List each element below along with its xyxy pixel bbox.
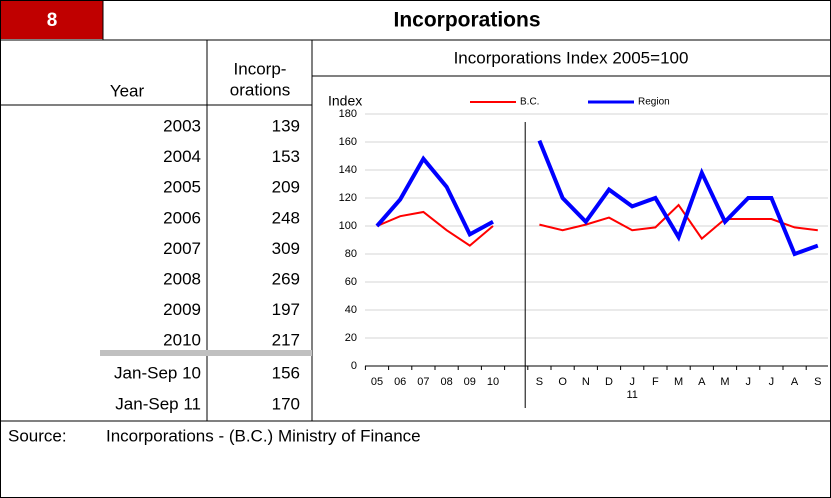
x-tick-label: 07: [417, 376, 429, 388]
number: 8: [47, 10, 58, 31]
separator: [100, 350, 312, 356]
year-cell: 2006: [163, 208, 201, 227]
value-cell: 269: [272, 269, 300, 288]
legend-label: B.C.: [520, 97, 539, 108]
y-axis-label: Index: [328, 93, 362, 109]
title: Incorporations: [393, 9, 540, 32]
y-tick-label: 160: [339, 136, 357, 148]
value-cell: 217: [272, 331, 300, 350]
y-tick-label: 180: [339, 108, 357, 120]
source-text: Incorporations - (B.C.) Ministry of Fina…: [106, 426, 421, 445]
x-tick-label: S: [536, 376, 543, 388]
year-cell: 2007: [163, 239, 201, 258]
value-cell: 248: [272, 208, 300, 227]
x-tick-label: A: [698, 376, 706, 388]
value-cell: 197: [272, 300, 300, 319]
year-cell: 2005: [163, 178, 201, 197]
x-tick-label: M: [674, 376, 683, 388]
value-header: Incorp-: [234, 59, 287, 78]
year-cell: 2009: [163, 300, 201, 319]
y-tick-label: 0: [351, 360, 357, 372]
x-tick-label: S: [814, 376, 821, 388]
x-tick-label: 08: [440, 376, 452, 388]
value-cell: 156: [272, 363, 300, 382]
x-tick-label: 05: [371, 376, 383, 388]
y-tick-label: 40: [345, 304, 357, 316]
value-cell: 170: [272, 394, 300, 413]
x-tick-label: A: [791, 376, 799, 388]
year-cell: 2010: [163, 331, 201, 350]
value-header: orations: [230, 80, 290, 99]
source-label: Source:: [8, 426, 67, 445]
y-tick-label: 60: [345, 276, 357, 288]
x-tick-label: F: [652, 376, 659, 388]
value-cell: 209: [272, 178, 300, 197]
series-line: [375, 139, 819, 257]
rules: [0, 0, 831, 422]
x-tick-label: M: [720, 376, 729, 388]
x-tick-label: 09: [464, 376, 476, 388]
y-tick-label: 80: [345, 248, 357, 260]
x-tick-label: 10: [487, 376, 499, 388]
year-header: Year: [110, 81, 145, 100]
x-tick-label: J: [745, 376, 751, 388]
year-cell: 2004: [163, 147, 201, 166]
number-box: [1, 1, 103, 39]
y-tick-label: 20: [345, 332, 357, 344]
year-cell: Jan-Sep 10: [114, 363, 201, 382]
chart-title: Incorporations Index 2005=100: [454, 48, 689, 67]
value-cell: 139: [272, 116, 300, 135]
value-cell: 153: [272, 147, 300, 166]
year-annotation: 11: [626, 389, 637, 401]
year-cell: 2008: [163, 269, 201, 288]
legend-label: Region: [638, 97, 670, 108]
x-tick-label: J: [769, 376, 775, 388]
x-tick-label: J: [629, 376, 635, 388]
y-tick-label: 140: [339, 164, 357, 176]
x-tick-label: 06: [394, 376, 406, 388]
year-cell: 2003: [163, 116, 201, 135]
x-tick-label: N: [582, 376, 590, 388]
x-tick-label: D: [605, 376, 613, 388]
value-cell: 309: [272, 239, 300, 258]
x-tick-label: O: [558, 376, 567, 388]
y-tick-label: 120: [339, 192, 357, 204]
y-tick-label: 100: [339, 220, 357, 232]
year-cell: Jan-Sep 11: [115, 394, 201, 413]
